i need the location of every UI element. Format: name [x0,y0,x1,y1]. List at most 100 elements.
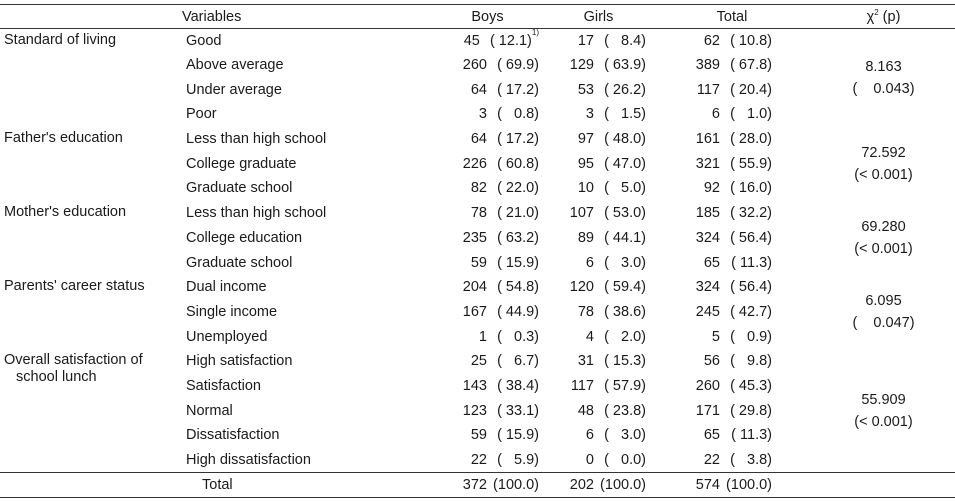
boys-value: 123 ( 33.1) [430,403,545,420]
girls-count: 78 [577,303,594,320]
boys-value: 143 ( 38.4) [430,378,545,395]
boys-count: 204 [462,279,487,296]
header-chi-square: χ2 (p) [812,4,955,29]
girls-count: 6 [585,427,594,444]
total-cell: 56 ( 9.8) [652,349,812,374]
boys-cell: 25 ( 6.7) [430,349,545,374]
boys-value: 1 ( 0.3) [430,329,545,346]
boys-value: 64 ( 17.2) [430,82,545,99]
boys-count: 235 [462,229,487,246]
chi-superscript: 2 [874,7,879,17]
girls-value: 17 ( 8.4) [545,33,652,50]
table-row: Overall satisfaction of school lunch High … [0,349,955,429]
girls-cell: 48 ( 23.8) [545,399,652,424]
total-count: 324 [695,279,720,296]
boys-count: 64 [470,81,487,98]
girls-value: 10 ( 5.0) [545,180,652,197]
group-name: Overall satisfaction of [4,352,143,369]
total-cell: 62 ( 10.8) [652,29,812,54]
girls-cell: 78 ( 38.6) [545,300,652,325]
category-label: Poor [186,106,217,123]
footnote-mark: 1) [531,27,539,37]
total-cell: 65 ( 11.3) [652,251,812,276]
category-label: Satisfaction [186,377,261,394]
girls-cell: 4 ( 2.0) [545,325,652,350]
total-count: 65 [703,254,720,271]
total-cell: 92 ( 16.0) [652,177,812,202]
girls-percent: ( 23.8) [604,402,646,419]
chi-square-value: 69.280 [861,219,906,236]
chi-square-value: 72.592 [861,145,906,162]
girls-cell: 6 ( 3.0) [545,251,652,276]
table-row: Unemployed 1 ( 0.3) 4 ( 2.0) 5 ( 0.9) [0,325,955,350]
table-row: Normal 123 ( 33.1) 48 ( 23.8) 171 ( 29.8) [0,399,955,424]
boys-cell: 45 ( 12.1) 1) [430,27,545,54]
boys-value: 235 ( 63.2) [430,230,545,247]
girls-count: 0 [585,451,594,468]
group-label: Overall satisfaction of school lunch [0,349,178,472]
total-count: 389 [695,57,720,74]
total-value: 245 ( 42.7) [652,304,812,321]
boys-count: 82 [470,180,487,197]
total-value: 389 ( 67.8) [652,57,812,74]
boys-cell: 59 ( 15.9) [430,251,545,276]
girls-count: 53 [577,81,594,98]
total-percent: ( 0.9) [730,328,772,345]
total-percent: (100.0) [726,476,772,493]
boys-value: 78 ( 21.0) [430,205,545,222]
girls-percent: ( 38.6) [604,303,646,320]
table-row: Parents' career status Dual income 204 ( 54… [0,275,955,331]
table-header: Variables Boys Girls Total χ2 (p) [0,4,955,29]
girls-value: 6 ( 3.0) [545,255,652,272]
boys-count: 226 [462,155,487,172]
girls-value: 97 ( 48.0) [545,131,652,148]
table-row: College education 235 ( 63.2) 89 ( 44.1) 324 (… [0,226,955,251]
total-count: 65 [703,427,720,444]
boys-percent: ( 12.1) [489,32,532,49]
girls-count: 107 [569,205,594,222]
girls-cell: 120 ( 59.4) [545,275,652,300]
chi-square-value: 8.163 [865,59,902,76]
header-variables: Variables [178,4,430,29]
boys-cell: 204 ( 54.8) [430,275,545,300]
category-label: Less than high school [186,131,327,148]
category-label: High satisfaction [186,353,293,370]
chi-p-label: (p) [878,8,901,25]
chi-symbol: χ [866,8,875,25]
total-value: 65 ( 11.3) [652,255,812,272]
girls-value: 48 ( 23.8) [545,403,652,420]
boys-value: 167 ( 44.9) [430,304,545,321]
chi-square-value: 6.095 [865,293,902,310]
total-count: 62 [703,32,720,49]
group-label: Standard of living [0,29,178,128]
girls-cell: 17 ( 8.4) [545,29,652,54]
girls-value: 202 (100.0) [545,477,652,494]
group-name-continued: school lunch [16,369,97,386]
boys-cell: 78 ( 21.0) [430,201,545,226]
total-label: Total [178,472,430,499]
table-row: Standard of living Good 45 ( 12.1) 1) 17 ( 8.4… [0,27,955,97]
girls-percent: ( 15.3) [604,353,646,370]
total-value: 62 ( 10.8) [652,33,812,50]
boys-value: 22 ( 5.9) [430,452,545,469]
boys-count: 22 [470,451,487,468]
girls-count: 17 [577,32,594,49]
total-percent: ( 20.4) [730,81,772,98]
p-value: (< 0.001) [854,167,913,184]
total-value: 161 ( 28.0) [652,131,812,148]
girls-value: 129 ( 63.9) [545,57,652,74]
girls-cell: 129 ( 63.9) [545,53,652,78]
p-value: (< 0.001) [854,241,913,258]
total-cell: 161 ( 28.0) [652,127,812,152]
header-blank [0,4,178,29]
total-value: 324 ( 56.4) [652,279,812,296]
boys-cell: 143 ( 38.4) [430,374,545,399]
girls-value: 0 ( 0.0) [545,452,652,469]
boys-value: 59 ( 15.9) [430,255,545,272]
chi-square-value: 55.909 [861,391,906,408]
total-value: 574 (100.0) [652,477,812,494]
total-cell: 5 ( 0.9) [652,325,812,350]
chi-square-cell: 6.095 ( 0.047) [812,275,955,349]
header-total: Total [652,4,812,29]
